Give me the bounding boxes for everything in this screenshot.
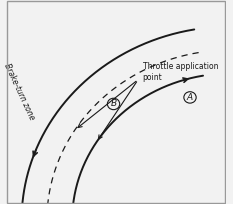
Text: A: A bbox=[187, 93, 193, 102]
Text: Brake-turn zone: Brake-turn zone bbox=[2, 62, 36, 122]
Text: Throttle application
point: Throttle application point bbox=[143, 62, 218, 82]
Text: B: B bbox=[110, 99, 116, 109]
